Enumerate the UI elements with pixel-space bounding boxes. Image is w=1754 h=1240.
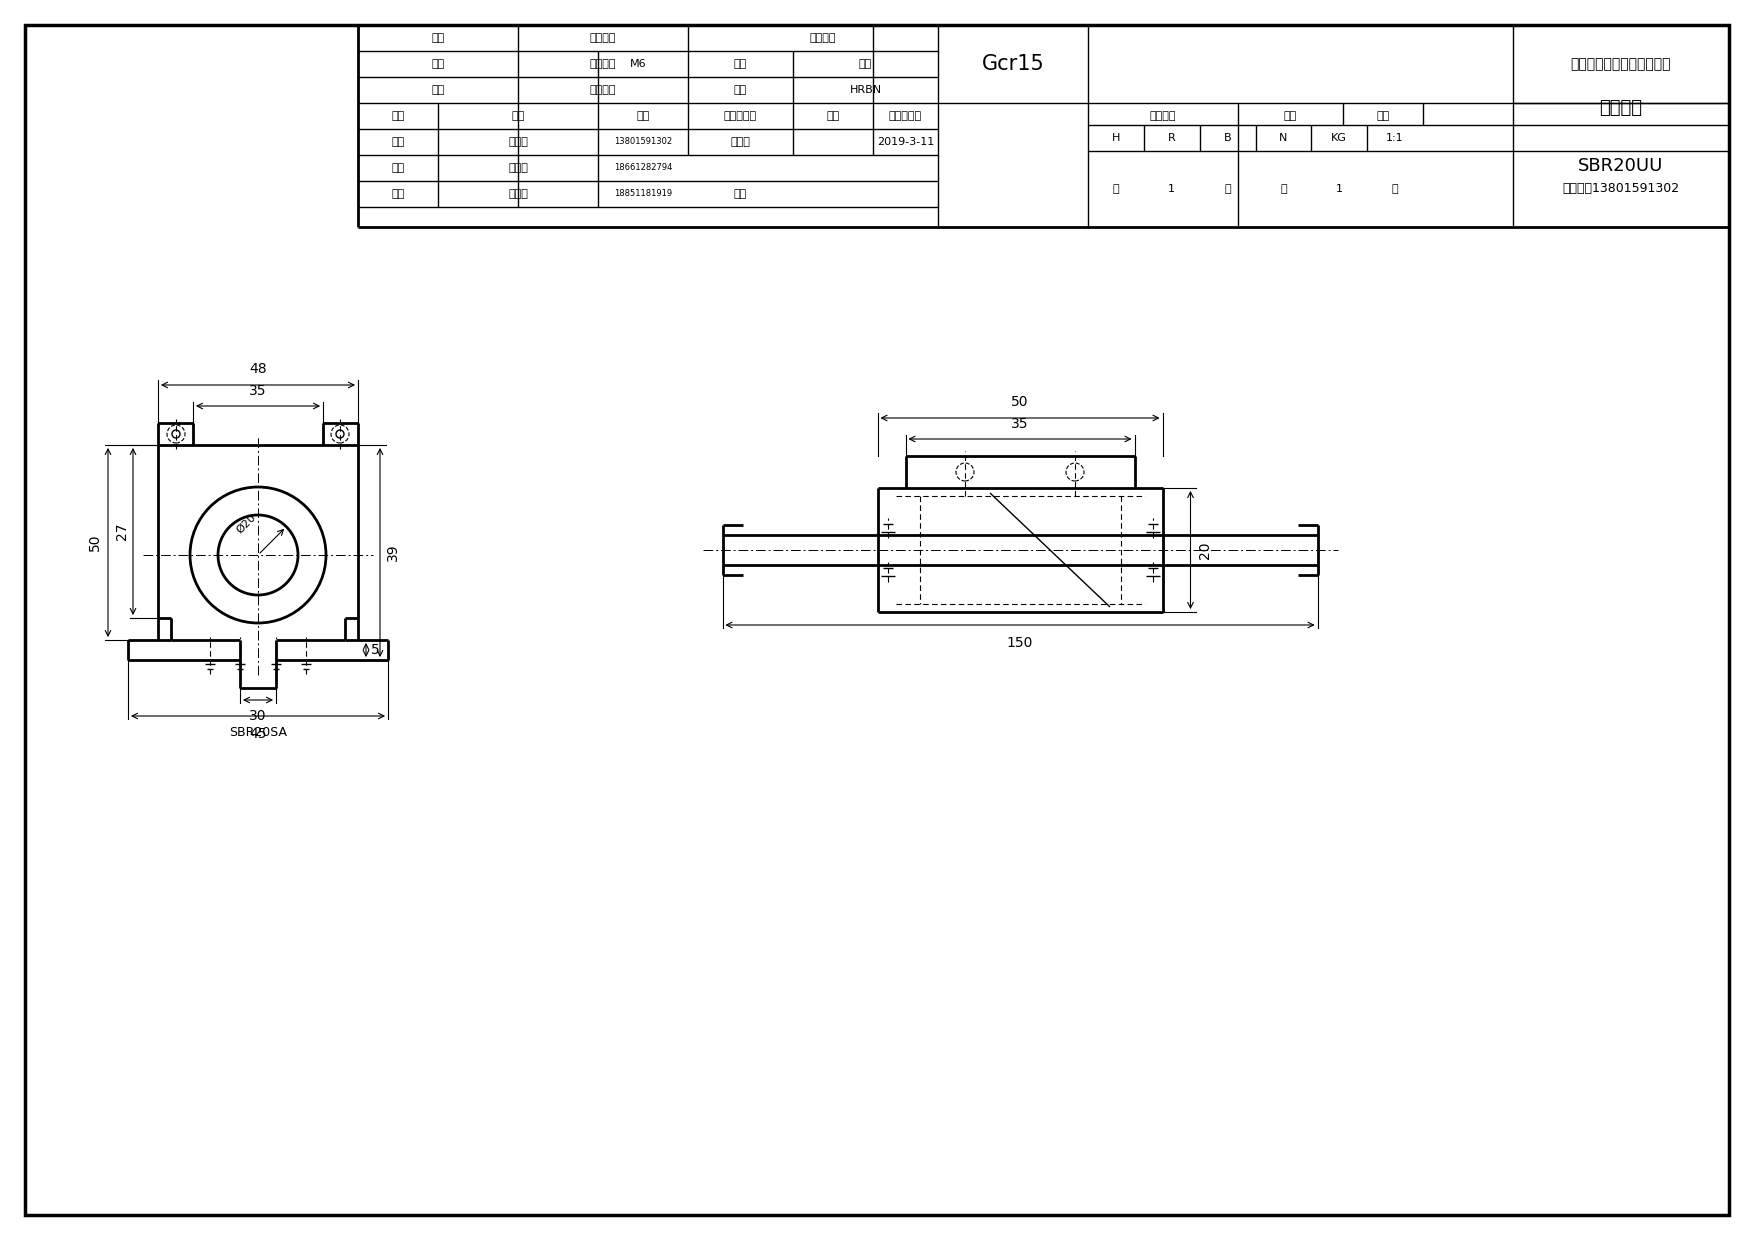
Text: 品牌: 品牌: [733, 86, 747, 95]
Text: 直线导轨: 直线导轨: [1600, 99, 1642, 117]
Text: 分区: 分区: [637, 112, 649, 122]
Text: 20: 20: [1198, 541, 1212, 559]
Text: 南京: 南京: [859, 60, 872, 69]
Text: 1: 1: [1168, 184, 1175, 193]
Text: 设计: 设计: [391, 136, 405, 148]
Text: 张: 张: [1224, 184, 1231, 193]
Text: 48: 48: [249, 362, 267, 376]
Text: 刘獺宁: 刘獺宁: [509, 162, 528, 174]
Text: 订货电话13801591302: 订货电话13801591302: [1563, 182, 1680, 196]
Text: 13801591302: 13801591302: [614, 138, 672, 146]
Text: 签名: 签名: [826, 112, 840, 122]
Text: 刘长岭: 刘长岭: [509, 136, 528, 148]
Text: SBR20SA: SBR20SA: [230, 725, 288, 739]
Text: 1: 1: [1337, 184, 1344, 193]
Text: SBR20UU: SBR20UU: [1579, 157, 1665, 175]
Text: 锂球直径: 锂球直径: [589, 33, 616, 43]
Text: Ø20: Ø20: [235, 512, 258, 534]
Text: KG: KG: [1331, 133, 1347, 143]
Text: 更改文件号: 更改文件号: [724, 112, 758, 122]
Text: 比例: 比例: [1377, 112, 1389, 122]
Text: 45: 45: [249, 727, 267, 742]
Text: 审核: 审核: [391, 162, 405, 174]
Text: 圈数: 圈数: [431, 86, 444, 95]
Text: 150: 150: [1007, 636, 1033, 650]
Text: 油嘴尺寸: 油嘴尺寸: [589, 60, 616, 69]
Text: 年、月、日: 年、月、日: [889, 112, 923, 122]
Text: H: H: [1112, 133, 1121, 143]
Text: 35: 35: [249, 384, 267, 398]
Text: 直径: 直径: [431, 33, 444, 43]
Text: 18851181919: 18851181919: [614, 190, 672, 198]
Text: 工艺: 工艺: [391, 188, 405, 198]
Text: 27: 27: [116, 523, 130, 541]
Text: Gcr15: Gcr15: [982, 55, 1044, 74]
Text: 标记: 标记: [391, 112, 405, 122]
Text: 30: 30: [249, 709, 267, 723]
Text: N: N: [1279, 133, 1287, 143]
Text: 39: 39: [386, 543, 400, 562]
Text: 南京哈宁轴承制造有限公司: 南京哈宁轴承制造有限公司: [1572, 57, 1672, 71]
Text: HRBN: HRBN: [849, 86, 882, 95]
Text: 螺母编号: 螺母编号: [810, 33, 837, 43]
Text: 50: 50: [88, 533, 102, 552]
Text: 张: 张: [1391, 184, 1398, 193]
Text: 批准: 批准: [733, 188, 747, 198]
Text: B: B: [1224, 133, 1231, 143]
Text: 共: 共: [1112, 184, 1119, 193]
Text: 标准化: 标准化: [731, 136, 751, 148]
Text: 处数: 处数: [512, 112, 524, 122]
Text: 5: 5: [370, 644, 379, 657]
Text: 第: 第: [1280, 184, 1287, 193]
Text: 导程: 导程: [431, 60, 444, 69]
Text: 1:1: 1:1: [1386, 133, 1403, 143]
Text: 阶段标记: 阶段标记: [1151, 112, 1177, 122]
Text: 产地: 产地: [733, 60, 747, 69]
Text: 35: 35: [1012, 417, 1030, 432]
Text: 重量: 重量: [1284, 112, 1298, 122]
Text: M6: M6: [630, 60, 645, 69]
Text: 2019-3-11: 2019-3-11: [877, 136, 935, 148]
Text: R: R: [1168, 133, 1175, 143]
Text: 田海飞: 田海飞: [509, 188, 528, 198]
Text: 50: 50: [1012, 396, 1030, 409]
Text: 18661282794: 18661282794: [614, 164, 672, 172]
Text: 螺母重量: 螺母重量: [589, 86, 616, 95]
